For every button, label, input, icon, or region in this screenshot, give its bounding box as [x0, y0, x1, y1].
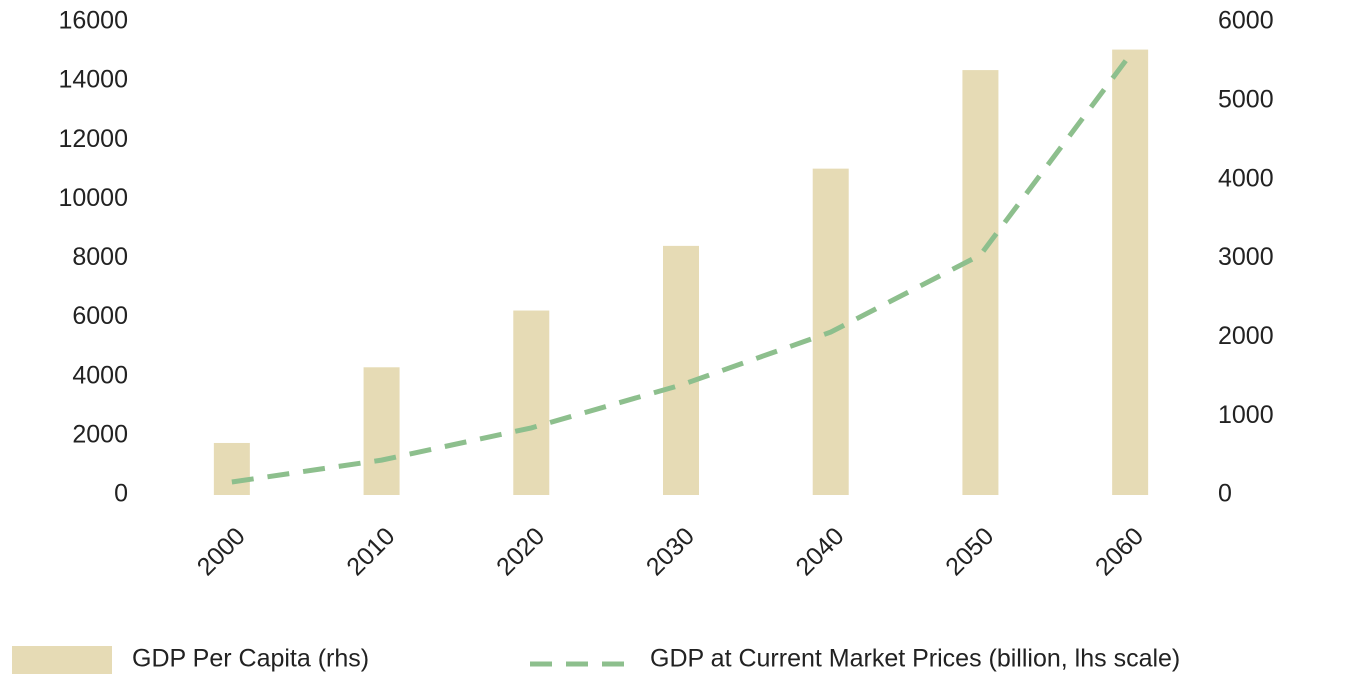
x-tick-label: 2020: [491, 522, 550, 581]
legend-label: GDP Per Capita (rhs): [132, 645, 369, 673]
bar: [962, 70, 999, 496]
y-tick-label: 10000: [58, 184, 128, 212]
y2-tick-label: 1000: [1218, 401, 1274, 429]
legend-swatch: [12, 646, 112, 674]
y2-tick-label: 3000: [1218, 243, 1274, 271]
bar: [363, 367, 400, 495]
y-tick-label: 12000: [58, 125, 128, 153]
y2-tick-label: 2000: [1218, 322, 1274, 350]
y-tick-label: 4000: [72, 361, 128, 389]
x-tick-label: 2000: [192, 522, 251, 581]
x-tick-label: 2010: [341, 522, 400, 581]
y-tick-label: 16000: [58, 7, 128, 35]
bar: [1112, 49, 1149, 495]
y-tick-label: 6000: [72, 302, 128, 330]
bar: [213, 442, 250, 495]
y2-tick-label: 0: [1218, 480, 1232, 508]
x-tick-label: 2040: [790, 522, 849, 581]
y-tick-label: 8000: [72, 243, 128, 271]
x-tick-label: 2030: [641, 522, 700, 581]
y2-tick-label: 5000: [1218, 85, 1274, 113]
x-tick-label: 2060: [1090, 522, 1149, 581]
y-tick-label: 2000: [72, 420, 128, 448]
y2-tick-label: 4000: [1218, 164, 1274, 192]
bar: [513, 310, 550, 495]
x-tick-label: 2050: [940, 522, 999, 581]
y-tick-label: 14000: [58, 66, 128, 94]
bar: [663, 245, 699, 495]
y2-tick-label: 6000: [1218, 7, 1274, 35]
legend-label: GDP at Current Market Prices (billion, l…: [650, 645, 1180, 673]
y-tick-label: 0: [114, 480, 128, 508]
line: [231, 53, 1133, 485]
